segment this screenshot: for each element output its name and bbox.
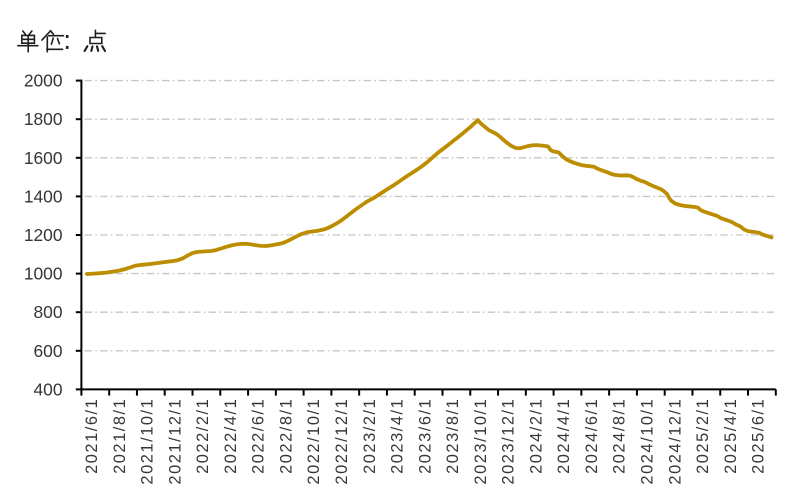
svg-text:2024/10/1: 2024/10/1 xyxy=(639,398,657,485)
svg-text:2025/4/1: 2025/4/1 xyxy=(722,398,740,474)
svg-text:2024/8/1: 2024/8/1 xyxy=(611,398,629,474)
svg-text:2022/2/1: 2022/2/1 xyxy=(194,398,212,474)
svg-text:2023/4/1: 2023/4/1 xyxy=(389,398,407,474)
svg-text:2023/8/1: 2023/8/1 xyxy=(444,398,462,474)
svg-text:1200: 1200 xyxy=(24,225,63,245)
svg-text:1600: 1600 xyxy=(24,148,63,168)
svg-text:2022/4/1: 2022/4/1 xyxy=(222,398,240,474)
svg-text:2022/12/1: 2022/12/1 xyxy=(333,398,351,485)
svg-text:2023/12/1: 2023/12/1 xyxy=(500,398,518,485)
svg-text:2000: 2000 xyxy=(24,71,63,91)
svg-text:2025/6/1: 2025/6/1 xyxy=(750,398,768,474)
svg-text:2021/12/1: 2021/12/1 xyxy=(166,398,184,485)
svg-text:2024/12/1: 2024/12/1 xyxy=(666,398,684,485)
svg-text:2024/2/1: 2024/2/1 xyxy=(527,398,545,474)
svg-text:2025/2/1: 2025/2/1 xyxy=(694,398,712,474)
svg-text:1400: 1400 xyxy=(24,186,63,206)
svg-text:1000: 1000 xyxy=(24,264,63,284)
svg-text:2024/4/1: 2024/4/1 xyxy=(555,398,573,474)
svg-text:800: 800 xyxy=(33,302,62,322)
svg-text:2022/10/1: 2022/10/1 xyxy=(305,398,323,485)
svg-text:2021/6/1: 2021/6/1 xyxy=(83,398,101,474)
svg-text:400: 400 xyxy=(33,379,62,399)
svg-text:2021/10/1: 2021/10/1 xyxy=(139,398,157,485)
svg-text:2023/2/1: 2023/2/1 xyxy=(361,398,379,474)
svg-text:2022/8/1: 2022/8/1 xyxy=(277,398,295,474)
svg-text:600: 600 xyxy=(33,341,62,361)
svg-text:2022/6/1: 2022/6/1 xyxy=(250,398,268,474)
svg-text:2023/10/1: 2023/10/1 xyxy=(472,398,490,485)
svg-text:2023/6/1: 2023/6/1 xyxy=(416,398,434,474)
svg-text:2024/6/1: 2024/6/1 xyxy=(583,398,601,474)
svg-text:2021/8/1: 2021/8/1 xyxy=(111,398,129,474)
svg-text:1800: 1800 xyxy=(24,109,63,129)
